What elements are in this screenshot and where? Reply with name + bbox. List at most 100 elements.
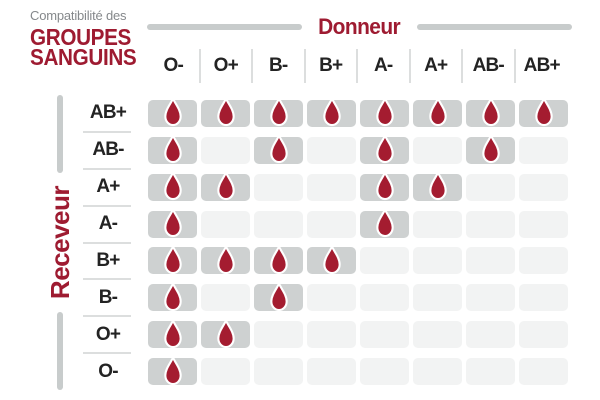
compat-cell-A+-O- bbox=[148, 171, 197, 201]
blood-drop-icon bbox=[269, 134, 288, 164]
blood-drop-icon bbox=[163, 356, 182, 385]
compat-cell-AB+-A+ bbox=[413, 97, 462, 127]
donor-col-header-AB+: AB+ bbox=[523, 55, 561, 76]
compat-cell-B--AB- bbox=[466, 284, 515, 312]
compat-cell-B+-A+ bbox=[413, 247, 462, 275]
blood-drop-icon bbox=[481, 134, 500, 164]
blood-drop-icon bbox=[322, 245, 341, 275]
blood-drop-icon bbox=[269, 282, 288, 311]
compat-cell-B+-O- bbox=[148, 245, 197, 275]
compat-cell-O--B- bbox=[254, 358, 303, 386]
compat-cell-B+-AB- bbox=[466, 247, 515, 275]
compat-cell-AB+-B- bbox=[254, 97, 303, 127]
compatibility-matrix bbox=[148, 95, 568, 390]
compat-cell-A--AB- bbox=[466, 210, 515, 238]
blood-drop-icon bbox=[163, 97, 182, 127]
donor-col-header-O-: O- bbox=[148, 49, 201, 83]
recipient-axis-label: Receveur bbox=[45, 185, 75, 300]
compat-cell-O--AB+ bbox=[519, 358, 568, 386]
compat-cell-O+-O+ bbox=[201, 319, 250, 349]
recipient-row-label-B-: B- bbox=[83, 279, 132, 318]
compat-cell-A+-AB- bbox=[466, 173, 515, 201]
recipient-top-rule bbox=[57, 95, 63, 173]
chart-title-line2: SANGUINS bbox=[30, 44, 137, 70]
blood-drop-icon bbox=[269, 245, 288, 275]
blood-drop-icon bbox=[428, 171, 447, 201]
blood-drop-icon bbox=[428, 97, 447, 127]
compat-cell-AB--AB+ bbox=[519, 136, 568, 164]
compat-cell-AB--A- bbox=[360, 134, 409, 164]
donor-col-header-A+: A+ bbox=[411, 49, 463, 83]
donor-right-rule bbox=[416, 24, 572, 30]
recipient-row-labels: AB+ AB- A+ A- B+ B- O+ O- bbox=[83, 95, 132, 390]
compat-cell-B+-B- bbox=[254, 245, 303, 275]
compat-cell-B--O+ bbox=[201, 284, 250, 312]
blood-drop-icon bbox=[322, 97, 341, 127]
compat-cell-O--A+ bbox=[413, 358, 462, 386]
recipient-bottom-rule bbox=[57, 312, 63, 391]
compat-cell-AB+-B+ bbox=[307, 97, 356, 127]
compat-cell-AB+-AB+ bbox=[519, 97, 568, 127]
compat-cell-B--O- bbox=[148, 282, 197, 312]
recipient-row-label-AB+: AB+ bbox=[83, 95, 132, 133]
compat-cell-O+-AB+ bbox=[519, 321, 568, 349]
compat-cell-A+-O+ bbox=[201, 171, 250, 201]
blood-drop-icon bbox=[375, 171, 394, 201]
recipient-row-label-B+: B+ bbox=[83, 243, 132, 281]
compat-cell-B--AB+ bbox=[519, 284, 568, 312]
compat-cell-O--B+ bbox=[307, 358, 356, 386]
compat-cell-A+-B- bbox=[254, 173, 303, 201]
compat-cell-O+-A- bbox=[360, 321, 409, 349]
blood-drop-icon bbox=[534, 97, 553, 127]
donor-col-header-B+: B+ bbox=[306, 49, 358, 83]
compat-cell-O--AB- bbox=[466, 358, 515, 386]
blood-drop-icon bbox=[216, 171, 235, 201]
blood-drop-icon bbox=[269, 97, 288, 127]
chart-title-line1: GROUPES bbox=[30, 24, 132, 50]
compat-cell-O--O+ bbox=[201, 358, 250, 386]
compat-cell-O--A- bbox=[360, 358, 409, 386]
blood-drop-icon bbox=[375, 134, 394, 164]
compat-cell-A--A- bbox=[360, 208, 409, 238]
compat-cell-AB--O- bbox=[148, 134, 197, 164]
chart-title-prefix: Compatibilité des bbox=[30, 8, 127, 23]
compat-cell-AB+-AB- bbox=[466, 97, 515, 127]
compat-cell-B+-B+ bbox=[307, 245, 356, 275]
compat-cell-B--A- bbox=[360, 284, 409, 312]
compat-cell-O+-O- bbox=[148, 319, 197, 349]
compat-cell-B+-AB+ bbox=[519, 247, 568, 275]
blood-drop-icon bbox=[216, 245, 235, 275]
compat-cell-O+-AB- bbox=[466, 321, 515, 349]
donor-column-headers: O- O+ B- B+ A- A+ AB- AB+ bbox=[148, 49, 568, 83]
compat-cell-B--A+ bbox=[413, 284, 462, 312]
compat-cell-AB--AB- bbox=[466, 134, 515, 164]
blood-drop-icon bbox=[375, 208, 394, 238]
blood-drop-icon bbox=[163, 134, 182, 164]
compat-cell-A--O- bbox=[148, 208, 197, 238]
donor-axis-label: Donneur bbox=[318, 14, 402, 39]
donor-col-header-O+: O+ bbox=[201, 49, 253, 83]
compat-cell-AB--A+ bbox=[413, 136, 462, 164]
compat-cell-A--AB+ bbox=[519, 210, 568, 238]
compat-cell-AB--B+ bbox=[307, 136, 356, 164]
compat-cell-B+-O+ bbox=[201, 245, 250, 275]
donor-axis-header: Donneur bbox=[147, 15, 572, 39]
compat-cell-AB+-O- bbox=[148, 97, 197, 127]
recipient-row-label-A+: A+ bbox=[83, 169, 132, 207]
blood-drop-icon bbox=[216, 97, 235, 127]
compat-cell-B+-A- bbox=[360, 247, 409, 275]
donor-left-rule bbox=[147, 24, 303, 30]
blood-drop-icon bbox=[216, 319, 235, 348]
recipient-row-label-AB-: AB- bbox=[83, 132, 132, 170]
compat-cell-A--B- bbox=[254, 210, 303, 238]
blood-drop-icon bbox=[163, 282, 182, 311]
compat-cell-O--O- bbox=[148, 356, 197, 386]
blood-drop-icon bbox=[163, 245, 182, 275]
compat-cell-AB+-O+ bbox=[201, 97, 250, 127]
compat-cell-AB+-A- bbox=[360, 97, 409, 127]
chart-title: Compatibilité des GROUPES SANGUINS bbox=[30, 8, 148, 70]
donor-col-header-AB-: AB- bbox=[463, 49, 516, 83]
compat-cell-AB--O+ bbox=[201, 136, 250, 164]
compat-cell-A+-A- bbox=[360, 171, 409, 201]
